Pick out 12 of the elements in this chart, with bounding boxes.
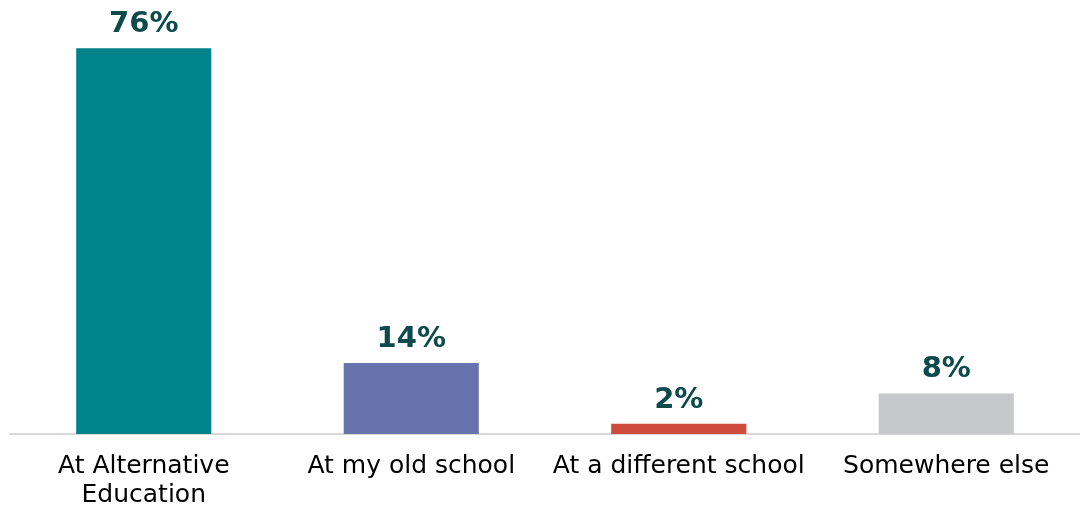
data-label: 2%: [654, 380, 704, 415]
x-tick-label: At a different school: [552, 450, 805, 479]
x-tick-label: At Alternative Education: [57, 450, 230, 508]
data-label: 8%: [921, 350, 971, 385]
bar: [76, 48, 212, 434]
bar: [343, 362, 479, 434]
bar: [611, 423, 747, 434]
bar: [878, 393, 1014, 434]
data-label: 76%: [109, 5, 179, 40]
data-label: 14%: [376, 319, 446, 354]
x-tick-label: Somewhere else: [843, 450, 1050, 479]
x-tick-label: At my old school: [307, 450, 516, 479]
